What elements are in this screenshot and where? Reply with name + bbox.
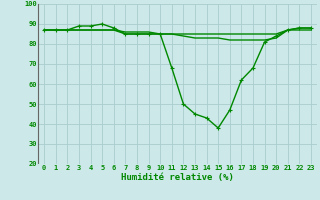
X-axis label: Humidité relative (%): Humidité relative (%) (121, 173, 234, 182)
